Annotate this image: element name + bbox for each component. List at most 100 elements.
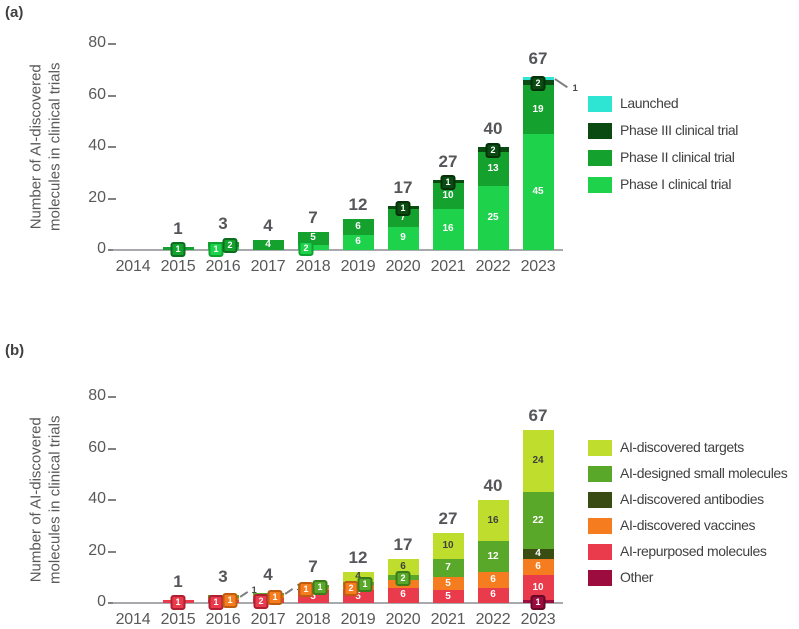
legend-label: AI-discovered antibodies bbox=[620, 491, 764, 507]
x-tick-label: 2015 bbox=[160, 611, 196, 628]
x-tick-label: 2021 bbox=[430, 258, 466, 275]
segment-value: 45 bbox=[532, 186, 544, 198]
segment-value: 6 bbox=[535, 560, 541, 572]
y-tick-label: 0 bbox=[97, 593, 106, 610]
segment-value: 6 bbox=[400, 589, 406, 601]
x-tick-label: 2020 bbox=[385, 611, 421, 628]
bar-segment bbox=[477, 185, 509, 250]
segment-value: 6 bbox=[355, 220, 361, 232]
x-tick-label: 2019 bbox=[340, 258, 376, 275]
x-tick-label: 2018 bbox=[295, 611, 331, 628]
segment-value: 16 bbox=[442, 223, 454, 235]
y-tick-label: 40 bbox=[88, 490, 106, 507]
segment-value: 6 bbox=[490, 589, 496, 601]
bar-total: 7 bbox=[308, 556, 318, 576]
segment-value-box: 2 bbox=[485, 143, 501, 159]
x-tick-label: 2014 bbox=[115, 611, 151, 628]
y-tick-label: 40 bbox=[88, 137, 106, 154]
bar-total: 40 bbox=[483, 476, 503, 495]
bar-total: 67 bbox=[528, 406, 548, 426]
x-axis-line bbox=[113, 602, 563, 604]
bar-segment bbox=[432, 577, 464, 591]
x-tick-label: 2023 bbox=[520, 258, 556, 275]
segment-value-box: 2 bbox=[222, 238, 238, 254]
segment-value: 5 bbox=[445, 590, 451, 602]
x-tick-label: 2022 bbox=[475, 258, 511, 275]
y-tick-mark bbox=[108, 499, 116, 501]
bar-total: 67 bbox=[528, 49, 548, 69]
segment-value-box: 1 bbox=[222, 592, 238, 608]
segment-value: 12 bbox=[487, 550, 499, 562]
segment-value: 7 bbox=[445, 562, 451, 574]
legend-label: Launched bbox=[620, 95, 679, 111]
callout-line bbox=[239, 590, 248, 598]
bar-total: 1 bbox=[173, 219, 183, 239]
legend-swatch bbox=[588, 544, 612, 560]
bar-total: 1 bbox=[173, 572, 183, 592]
segment-value: 4 bbox=[265, 238, 271, 250]
bar-segment bbox=[477, 572, 509, 588]
bar-segment bbox=[477, 541, 509, 573]
callout-value-label: 1 bbox=[251, 584, 257, 596]
segment-value-box: 1 bbox=[298, 582, 314, 598]
segment-value: 6 bbox=[490, 573, 496, 585]
segment-value-box: 1 bbox=[530, 595, 546, 611]
legend-swatch bbox=[588, 440, 612, 456]
y-tick-label: 60 bbox=[88, 438, 106, 456]
bar-total: 12 bbox=[348, 195, 368, 215]
segment-value-box: 2 bbox=[298, 240, 314, 256]
bar-segment bbox=[387, 587, 419, 603]
segment-value-box: 1 bbox=[440, 175, 456, 191]
segment-value: 10 bbox=[442, 189, 454, 201]
legend-swatch bbox=[588, 570, 612, 586]
segment-value: 10 bbox=[442, 540, 454, 552]
y-tick-mark bbox=[108, 602, 116, 604]
segment-value: 22 bbox=[532, 514, 544, 526]
x-tick-label: 2023 bbox=[520, 611, 556, 628]
bar-segment bbox=[432, 590, 464, 603]
segment-value: 7 bbox=[400, 211, 406, 223]
callout-line bbox=[284, 588, 293, 595]
bar-total: 4 bbox=[263, 564, 273, 584]
segment-value: 10 bbox=[532, 581, 544, 593]
segment-value-box: 1 bbox=[312, 579, 328, 595]
x-tick-label: 2014 bbox=[115, 258, 151, 275]
y-tick-label: 80 bbox=[88, 34, 106, 51]
legend-swatch bbox=[588, 518, 612, 534]
segment-value: 9 bbox=[400, 232, 406, 244]
y-tick-mark bbox=[108, 249, 116, 251]
segment-value-box: 2 bbox=[395, 570, 411, 586]
bar-total: 27 bbox=[438, 152, 458, 172]
x-tick-label: 2017 bbox=[250, 611, 286, 628]
bar-total: 27 bbox=[438, 509, 458, 529]
y-tick-mark bbox=[108, 94, 116, 97]
segment-value-box: 1 bbox=[395, 201, 411, 216]
legend-label: AI-designed small molecules bbox=[620, 465, 788, 481]
segment-value: 5 bbox=[355, 590, 361, 602]
bar-total: 17 bbox=[393, 178, 413, 198]
segment-value: 6 bbox=[400, 560, 406, 572]
bar-segment bbox=[477, 500, 509, 542]
segment-value-box: 1 bbox=[170, 242, 186, 258]
segment-value: 5 bbox=[310, 590, 316, 602]
segment-value-box: 2 bbox=[343, 581, 359, 597]
y-tick-mark bbox=[108, 43, 116, 45]
segment-value: 5 bbox=[445, 577, 451, 589]
x-tick-label: 2020 bbox=[385, 258, 421, 275]
bar-segment bbox=[342, 219, 374, 235]
bar-total: 17 bbox=[393, 535, 413, 555]
legend-label: AI-repurposed molecules bbox=[620, 543, 767, 559]
x-axis-line bbox=[113, 249, 563, 251]
bar-segment bbox=[522, 134, 554, 250]
segment-value: 16 bbox=[487, 514, 499, 526]
segment-value-box: 1 bbox=[208, 595, 224, 611]
y-tick-mark bbox=[108, 146, 116, 148]
y-tick-mark bbox=[108, 550, 116, 553]
bar-total: 40 bbox=[483, 119, 503, 138]
y-axis-label: Number of AI-discovered molecules in cli… bbox=[27, 415, 63, 584]
x-tick-label: 2021 bbox=[430, 611, 466, 628]
segment-value-box: 2 bbox=[253, 593, 269, 609]
x-tick-label: 2017 bbox=[250, 258, 286, 275]
x-tick-label: 2019 bbox=[340, 611, 376, 628]
